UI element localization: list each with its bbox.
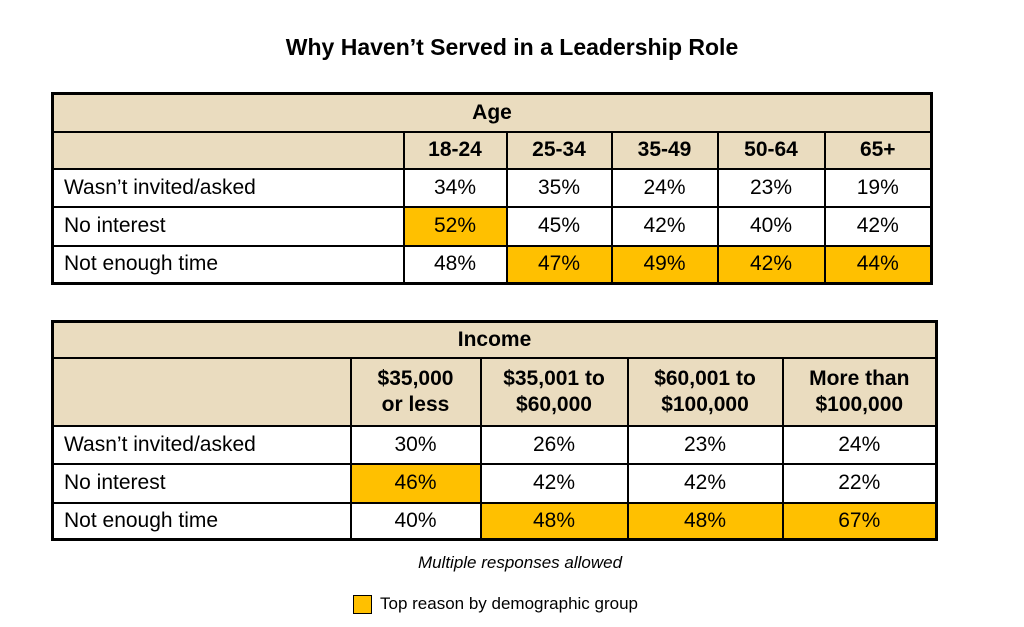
row-label: Not enough time: [51, 244, 405, 285]
column-header: $60,001 to $100,000: [626, 356, 784, 427]
value-cell: 35%: [505, 167, 613, 208]
column-header: More than $100,000: [781, 356, 938, 427]
income-table: Income $35,000 or less $35,001 to $60,00…: [51, 320, 939, 541]
value-cell: 40%: [349, 501, 482, 541]
value-cell: 23%: [716, 167, 826, 208]
table-row: No interest 52% 45% 42% 40% 42%: [51, 205, 933, 247]
value-cell: 52%: [402, 205, 508, 247]
value-cell: 19%: [823, 167, 933, 208]
value-cell: 22%: [781, 462, 938, 504]
value-cell: 34%: [402, 167, 508, 208]
income-group-header: Income: [51, 320, 938, 359]
table-row: Wasn’t invited/asked 34% 35% 24% 23% 19%: [51, 167, 933, 208]
column-header: $35,000 or less: [349, 356, 482, 427]
value-cell: 44%: [823, 244, 933, 285]
value-cell: 47%: [505, 244, 613, 285]
column-header: 25-34: [505, 130, 613, 170]
legend-swatch: [353, 594, 372, 614]
value-cell: 42%: [626, 462, 784, 504]
value-cell: 48%: [479, 501, 629, 541]
value-cell: 46%: [349, 462, 482, 504]
legend: Top reason by demographic group: [353, 594, 638, 614]
row-label: No interest: [51, 462, 352, 504]
column-header: 50-64: [716, 130, 826, 170]
value-cell: 26%: [479, 424, 629, 465]
income-corner-cell: [51, 356, 352, 427]
age-table: Age 18-24 25-34 35-49 50-64 65+ Wasn’t i…: [51, 92, 934, 285]
value-cell: 23%: [626, 424, 784, 465]
value-cell: 42%: [479, 462, 629, 504]
value-cell: 49%: [610, 244, 719, 285]
row-label: Wasn’t invited/asked: [51, 424, 352, 465]
table-row: Not enough time 48% 47% 49% 42% 44%: [51, 244, 933, 285]
value-cell: 40%: [716, 205, 826, 247]
value-cell: 48%: [402, 244, 508, 285]
column-header: 65+: [823, 130, 933, 170]
column-header: $35,001 to $60,000: [479, 356, 629, 427]
value-cell: 42%: [823, 205, 933, 247]
table-row: No interest 46% 42% 42% 22%: [51, 462, 938, 504]
value-cell: 24%: [610, 167, 719, 208]
value-cell: 24%: [781, 424, 938, 465]
row-label: Not enough time: [51, 501, 352, 541]
chart-title: Why Haven’t Served in a Leadership Role: [285, 34, 739, 60]
footnote: Multiple responses allowed: [417, 553, 623, 572]
column-header: 35-49: [610, 130, 719, 170]
value-cell: 30%: [349, 424, 482, 465]
column-header: 18-24: [402, 130, 508, 170]
table-row: Not enough time 40% 48% 48% 67%: [51, 501, 938, 541]
value-cell: 45%: [505, 205, 613, 247]
value-cell: 67%: [781, 501, 938, 541]
age-corner-cell: [51, 130, 405, 170]
row-label: Wasn’t invited/asked: [51, 167, 405, 208]
value-cell: 48%: [626, 501, 784, 541]
value-cell: 42%: [610, 205, 719, 247]
value-cell: 42%: [716, 244, 826, 285]
legend-label: Top reason by demographic group: [380, 594, 638, 613]
table-row: Wasn’t invited/asked 30% 26% 23% 24%: [51, 424, 938, 465]
row-label: No interest: [51, 205, 405, 247]
age-group-header: Age: [51, 92, 933, 133]
